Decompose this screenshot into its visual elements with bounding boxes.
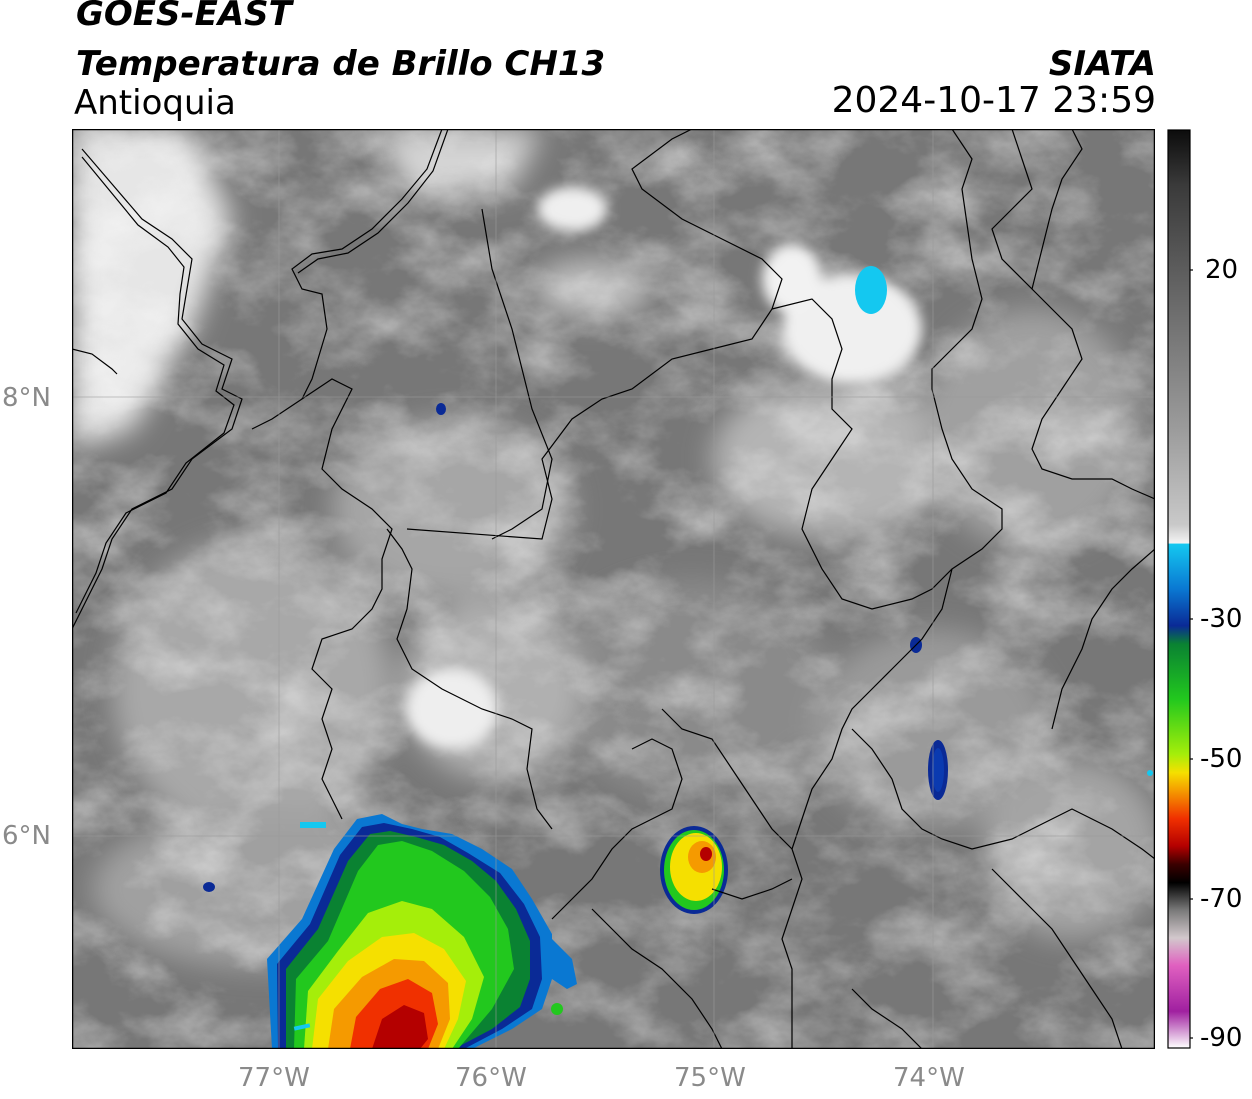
lon-label-76w: 76°W — [455, 1063, 527, 1093]
brand-label: SIATA — [1048, 44, 1156, 84]
colorbar-label-20: 20 — [1205, 255, 1239, 285]
colorbar-label-minus50: -50 — [1200, 744, 1243, 774]
colorbar-ticks — [1190, 269, 1193, 1039]
graticule — [72, 129, 1155, 1049]
product-title: Temperatura de Brillo CH13 — [76, 44, 606, 84]
region-label: Antioquia — [74, 83, 236, 123]
storm-system-southwest — [267, 814, 577, 1049]
storm-cell-central — [660, 826, 728, 914]
lat-label-8n: 8°N — [2, 383, 51, 413]
colorbar-label-minus90: -90 — [1200, 1023, 1243, 1053]
colorbar-label-minus30: -30 — [1200, 604, 1243, 634]
lon-label-75w: 75°W — [674, 1063, 746, 1093]
lon-label-74w: 74°W — [893, 1063, 965, 1093]
cloud-texture — [72, 129, 1155, 1049]
colorbar — [1167, 129, 1193, 1049]
colorbar-label-minus70: -70 — [1200, 884, 1243, 914]
satellite-title: GOES-EAST — [76, 0, 292, 34]
lat-label-6n: 6°N — [2, 821, 51, 851]
borders — [72, 129, 1155, 1049]
satellite-map — [72, 129, 1155, 1049]
lon-label-77w: 77°W — [238, 1063, 310, 1093]
map-frame — [72, 129, 1155, 1049]
bright-cloud-cluster — [407, 187, 922, 749]
datetime-label: 2024-10-17 23:59 — [831, 80, 1156, 121]
